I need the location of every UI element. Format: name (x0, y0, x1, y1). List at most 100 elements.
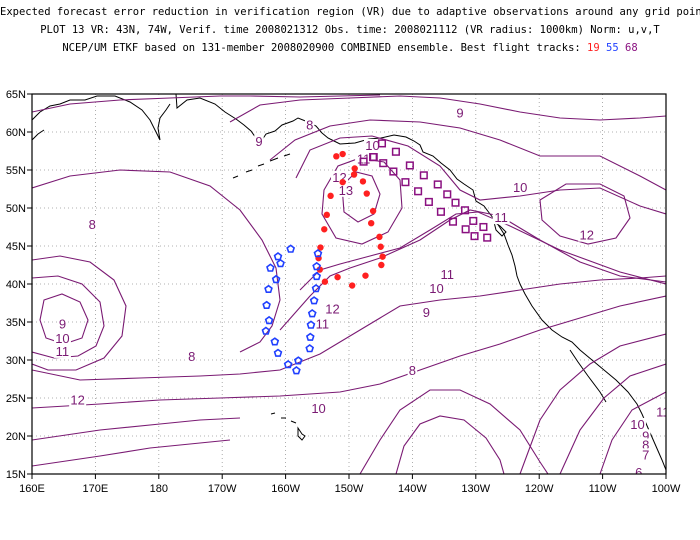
lon-tick-label: 120W (525, 483, 554, 495)
purple-track-point (483, 233, 492, 242)
contour-label-bg (640, 438, 651, 452)
contour-8-north (32, 94, 381, 113)
title-line-1: Expected forecast error reduction in ver… (0, 6, 700, 18)
contour-label: 10 (630, 417, 644, 432)
contour-label: 9 (642, 428, 649, 443)
blue-track-point (293, 356, 303, 365)
contour-label: 8 (99, 496, 106, 511)
purple-track-point (451, 198, 460, 207)
lat-tick-label: 30N (6, 355, 26, 367)
contour-label-bg (492, 211, 510, 225)
flight-tracks (261, 139, 492, 375)
contour-lines (32, 94, 666, 474)
contour-label-bg (57, 317, 68, 331)
contour-mid-11 (299, 211, 666, 291)
contour-label: 8 (188, 349, 195, 364)
purple-track-point (369, 153, 378, 162)
contour-label-bg (438, 268, 456, 282)
contour-label: 12 (70, 393, 84, 408)
contour-east-6 (559, 363, 666, 474)
contour-label: 8 (306, 117, 313, 132)
red-track-point (317, 244, 324, 251)
contour-label: 11 (316, 317, 330, 332)
contour-label: 12 (325, 301, 339, 316)
contour-south-6 (32, 417, 241, 441)
contour-label: 11 (56, 344, 70, 359)
red-track-point (333, 153, 340, 160)
contour-13-ring (341, 171, 381, 223)
purple-track-point (414, 187, 423, 196)
blue-track-point (305, 344, 315, 353)
contour-label-bg (254, 135, 264, 149)
blue-track-point (270, 337, 280, 346)
contour-label-bg (654, 405, 666, 419)
contour-label: 9 (59, 317, 66, 332)
contour-label: 7 (642, 447, 649, 462)
contour-label-bg (103, 513, 113, 526)
lon-tick-label: 180 (150, 483, 168, 495)
contour-label: 8 (89, 217, 96, 232)
contour-label: 6 (165, 522, 172, 537)
coastline-hawaii (270, 412, 306, 441)
purple-track-point (377, 139, 387, 148)
contour-label: 9 (75, 490, 82, 505)
red-track-point (369, 207, 377, 215)
track-number-red: 19 (587, 42, 600, 54)
lat-tick-label: 45N (6, 241, 26, 253)
purple-track-point (436, 207, 445, 216)
lon-tick-label: 100W (652, 483, 681, 495)
coastline-vancouver-island (493, 220, 507, 237)
purple-track-point (470, 232, 479, 241)
purple-track-point (469, 216, 478, 225)
coastline-aleutians (232, 153, 291, 179)
contour-label-bg (304, 118, 315, 132)
lat-tick-label: 55N (6, 165, 26, 177)
blue-track-point (266, 263, 275, 272)
title-line-3-prefix: NCEP/UM ETKF based on 131-member 2008020… (62, 42, 588, 54)
lat-tick-label: 25N (6, 393, 26, 405)
red-track-point (367, 220, 375, 227)
lat-tick-label: 50N (6, 203, 26, 215)
contour-label-bg (421, 306, 432, 320)
lat-tick-label: 60N (6, 127, 26, 139)
red-track-point (323, 211, 331, 219)
contour-label-bg (633, 465, 644, 474)
coastline-baja (569, 349, 607, 403)
contour-label-bg (53, 332, 71, 345)
contour-label-bg (355, 152, 373, 166)
contour-label-bg (87, 218, 97, 231)
contour-east-5 (599, 391, 666, 474)
contour-label-bg (98, 497, 108, 510)
contour-label-bg (411, 510, 421, 523)
red-track-point (351, 165, 358, 172)
blue-track-point (276, 258, 285, 268)
lon-tick-label: 140W (398, 483, 427, 495)
contour-label: 8 (409, 363, 416, 378)
red-track-point (377, 243, 384, 250)
contour-label: 9 (412, 509, 419, 524)
lon-tick-label: 110W (589, 483, 618, 495)
track-number-blue: 55 (606, 42, 619, 54)
contour-label: 9 (456, 105, 463, 120)
title-line-3: NCEP/UM ETKF based on 131-member 2008020… (0, 42, 700, 54)
contour-label-bg (324, 302, 342, 316)
contour-label: 11 (441, 267, 455, 282)
contour-label: 11 (656, 405, 670, 420)
blue-track-point (283, 360, 293, 369)
contour-label: 10 (429, 281, 443, 296)
coastline-kamchatka (32, 95, 171, 141)
blue-track-point (313, 249, 323, 258)
purple-track-point (391, 147, 400, 156)
contour-label-bg (310, 401, 328, 415)
lon-tick-label: 170E (83, 483, 109, 495)
blue-track-point (264, 315, 274, 325)
contour-south-10 (395, 415, 505, 474)
contour-north-pacific-left (32, 169, 281, 353)
red-track-point (378, 261, 385, 269)
contour-label: 8 (642, 437, 649, 452)
contour-label: 10 (513, 180, 527, 195)
purple-track-point (443, 190, 452, 199)
contour-label-bg (455, 106, 465, 120)
